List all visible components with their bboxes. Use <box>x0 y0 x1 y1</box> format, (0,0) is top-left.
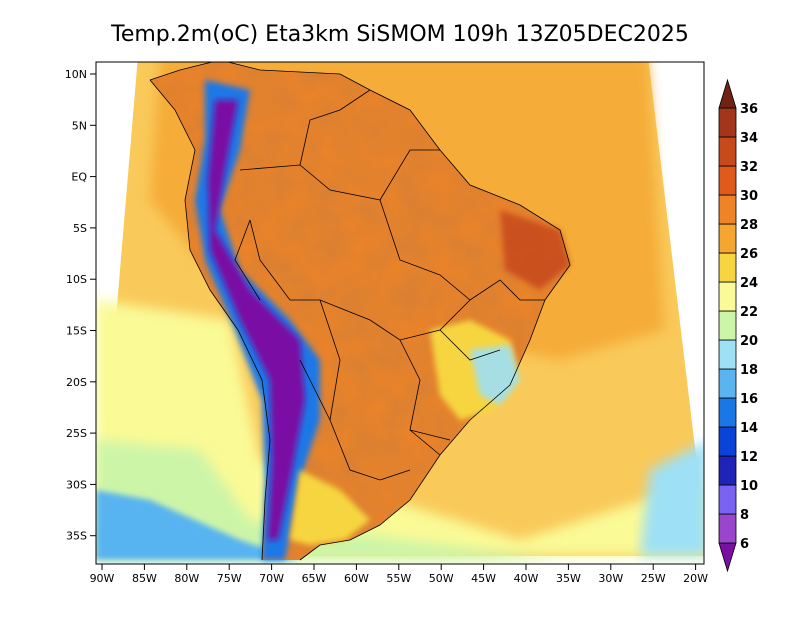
colorbar-swatch <box>718 513 737 544</box>
lat-tick-label: 10S <box>66 273 87 286</box>
colorbar-label: 32 <box>740 160 758 175</box>
land-texture <box>150 62 570 560</box>
colorbar-label: 36 <box>740 102 758 117</box>
lon-tick-label: 55W <box>386 572 411 585</box>
colorbar-label: 8 <box>740 508 749 523</box>
colorbar-swatch <box>718 281 737 312</box>
lon-tick-label: 35W <box>556 572 581 585</box>
colorbar-label: 22 <box>740 305 758 320</box>
lon-tick-label: 60W <box>344 572 369 585</box>
southeast-cool-patch <box>470 345 520 405</box>
lon-tick-label: 20W <box>683 572 708 585</box>
map-frame <box>95 61 705 565</box>
southern-cone-cool <box>290 470 370 545</box>
colorbar-label: 10 <box>740 479 758 494</box>
colorbar-swatch <box>718 426 737 457</box>
lon-tick-label: 45W <box>471 572 496 585</box>
temperature-field <box>96 62 704 561</box>
colorbar-swatch <box>718 165 737 196</box>
lat-tick-label: 5N <box>72 119 87 132</box>
lat-tick-label: EQ <box>71 171 87 184</box>
colorbar-label: 18 <box>740 363 758 378</box>
colorbar-swatch <box>718 194 737 225</box>
colorbar-label: 34 <box>740 131 758 146</box>
lat-tick-label: 15S <box>66 325 87 338</box>
colorbar-swatch <box>718 107 737 138</box>
colorbar-swatch <box>718 455 737 486</box>
colorbar-label: 26 <box>740 247 758 262</box>
lat-tick-label: 5S <box>73 222 87 235</box>
colorbar-label: 14 <box>740 421 758 436</box>
colorbar-swatch <box>718 223 737 254</box>
lon-tick-label: 90W <box>90 572 115 585</box>
colorbar-label: 6 <box>740 537 749 552</box>
ocean-coldest-south <box>96 490 300 560</box>
colorbar-swatch <box>718 339 737 370</box>
colorbar-label: 12 <box>740 450 758 465</box>
colorbar-label: 30 <box>740 189 758 204</box>
colorbar-label: 16 <box>740 392 758 407</box>
colorbar-swatch <box>718 252 737 283</box>
lon-tick-label: 85W <box>132 572 157 585</box>
lat-tick-label: 10N <box>65 68 87 81</box>
colorbar-label: 20 <box>740 334 758 349</box>
lon-tick-label: 25W <box>641 572 666 585</box>
colorbar-swatch <box>718 397 737 428</box>
lon-tick-label: 70W <box>259 572 284 585</box>
colorbar-label: 28 <box>740 218 758 233</box>
ocean-cool-south <box>96 300 704 556</box>
map-title: Temp.2m(oC) Eta3km SiSMOM 109h 13Z05DEC2… <box>110 22 689 47</box>
longitude-axis: 90W 85W 80W 75W 70W 65W 60W 55W 50W 45W 40W 35W 30W 2… <box>90 564 708 585</box>
lat-tick-label: 30S <box>66 478 87 491</box>
lon-tick-label: 40W <box>514 572 539 585</box>
latitude-axis: 10N 5N EQ 5S 10S 15S 20S 25S 30S 35S <box>65 68 96 543</box>
colorbar-min-triangle <box>718 542 737 573</box>
colorbar-max-triangle <box>718 78 737 109</box>
colorbar: 6 8 10 12 14 16 18 20 22 24 26 28 30 32 34 36 <box>718 78 758 573</box>
country-borders <box>149 62 571 561</box>
colorbar-swatch <box>718 136 737 167</box>
colorbar-swatch <box>718 368 737 399</box>
lat-tick-label: 35S <box>66 530 87 543</box>
lon-tick-label: 80W <box>174 572 199 585</box>
lon-tick-label: 50W <box>429 572 454 585</box>
ocean-cold-east <box>640 442 704 556</box>
lon-tick-label: 65W <box>302 572 327 585</box>
northeast-hot-spot <box>500 210 570 290</box>
lat-tick-label: 20S <box>66 376 87 389</box>
andes-coldest-core <box>208 100 305 540</box>
colorbar-label: 24 <box>740 276 758 291</box>
colorbar-swatch <box>718 310 737 341</box>
colorbar-swatch <box>718 484 737 515</box>
lon-tick-label: 75W <box>217 572 242 585</box>
lat-tick-label: 25S <box>66 427 87 440</box>
lon-tick-label: 30W <box>598 572 623 585</box>
